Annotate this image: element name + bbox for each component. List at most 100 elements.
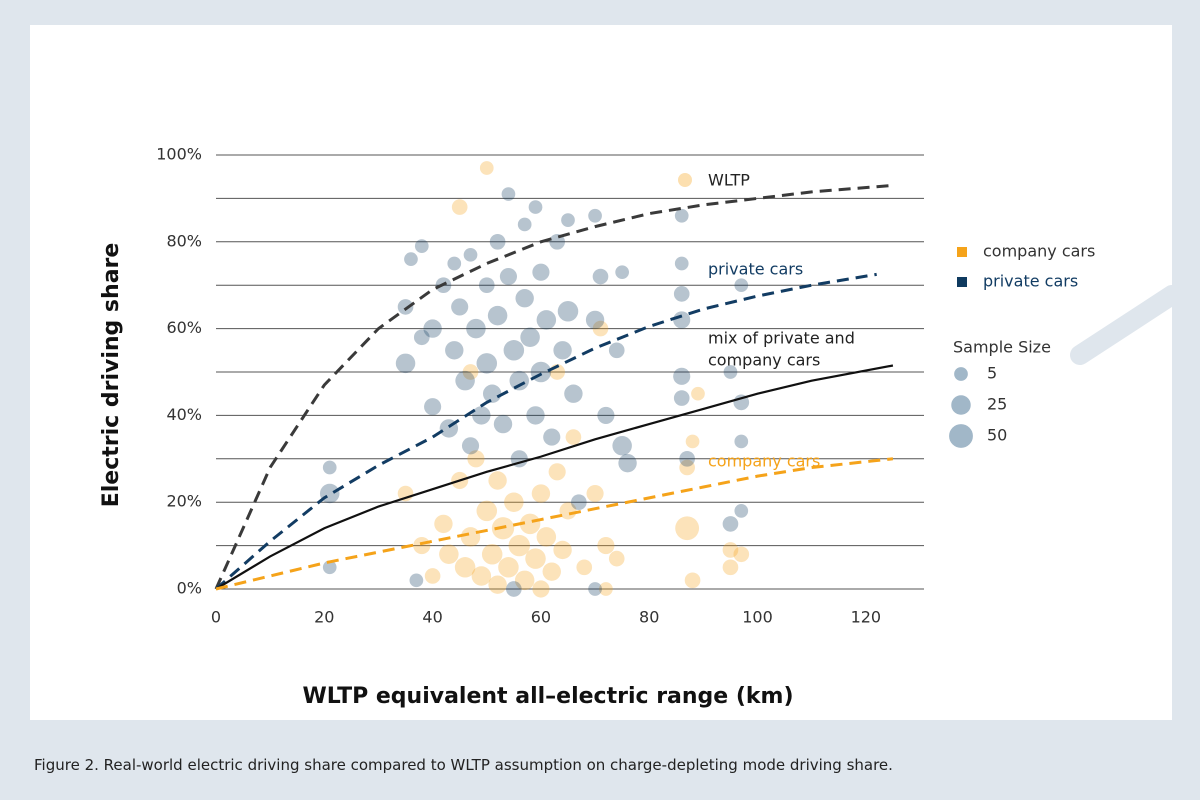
- y-axis-title: Electric driving share: [99, 243, 124, 508]
- point: [532, 263, 550, 281]
- point: [409, 573, 424, 588]
- x-tick-label: 120: [851, 608, 882, 627]
- point: [322, 460, 337, 475]
- point: [734, 434, 749, 449]
- point: [460, 527, 481, 547]
- point: [501, 187, 516, 201]
- curve-label: company cars: [708, 452, 820, 471]
- point: [424, 568, 441, 584]
- point: [504, 492, 524, 512]
- legend-swatch: [957, 247, 967, 257]
- point: [597, 537, 615, 555]
- point: [414, 239, 429, 253]
- point: [451, 199, 468, 215]
- size-legend-label: 5: [987, 364, 997, 383]
- point: [561, 213, 575, 227]
- x-tick-label: 40: [422, 608, 442, 627]
- point: [722, 559, 739, 576]
- point: [564, 384, 583, 403]
- point: [597, 406, 615, 424]
- point: [612, 436, 632, 456]
- point: [466, 318, 486, 339]
- point: [413, 537, 431, 555]
- point: [526, 406, 545, 425]
- size-legend-marker: [951, 395, 971, 415]
- legend-swatch: [957, 277, 967, 287]
- point: [488, 471, 507, 490]
- point: [599, 582, 613, 596]
- point: [557, 300, 579, 322]
- point: [576, 559, 593, 576]
- point: [506, 581, 522, 597]
- point: [733, 546, 750, 563]
- point: [674, 256, 689, 271]
- point: [536, 527, 557, 547]
- point: [476, 500, 498, 522]
- point: [455, 370, 475, 391]
- point: [517, 217, 532, 232]
- y-tick-label: 40%: [166, 405, 202, 424]
- point: [478, 277, 495, 294]
- point: [675, 516, 700, 541]
- caption: Figure 2. Real-world electric driving sh…: [34, 756, 893, 774]
- point: [447, 256, 462, 271]
- chart: 0% 20% 40% 60% 80% 100% 0 20 40 60 80 100 120 WLTP pri…: [99, 144, 1096, 709]
- legend-label: private cars: [983, 272, 1078, 291]
- point: [413, 329, 430, 346]
- point: [467, 450, 485, 468]
- y-tick-label: 100%: [156, 145, 202, 164]
- point: [472, 406, 491, 425]
- point: [461, 437, 480, 455]
- point: [586, 484, 604, 503]
- point: [549, 233, 565, 250]
- point: [481, 544, 503, 565]
- curve-label: company cars: [708, 351, 820, 370]
- point: [543, 428, 561, 446]
- point: [423, 319, 442, 338]
- point: [479, 161, 494, 175]
- point: [434, 514, 453, 534]
- y-tick-label: 20%: [166, 492, 202, 511]
- point: [515, 289, 534, 308]
- point: [565, 429, 582, 445]
- point: [397, 299, 414, 315]
- x-tick-label: 100: [742, 608, 773, 627]
- point: [679, 450, 695, 467]
- point: [548, 463, 566, 481]
- point: [451, 298, 469, 316]
- point: [532, 580, 550, 598]
- curve: [214, 183, 894, 590]
- point: [476, 353, 498, 374]
- point: [493, 414, 513, 434]
- point: [553, 341, 572, 360]
- point: [608, 342, 625, 359]
- point: [439, 544, 459, 565]
- point: [487, 305, 508, 326]
- point: [471, 566, 492, 586]
- point: [559, 502, 577, 520]
- point: [615, 265, 630, 280]
- point: [588, 582, 602, 596]
- x-tick-label: 20: [314, 608, 334, 627]
- size-legend-label: 50: [987, 426, 1007, 445]
- point: [528, 200, 543, 214]
- size-legend-marker: [954, 367, 968, 381]
- point: [542, 562, 561, 581]
- curve-label: mix of private and: [708, 329, 855, 348]
- point: [722, 516, 739, 532]
- point: [462, 364, 479, 380]
- x-axis-title: WLTP equivalent all–electric range (km): [302, 684, 793, 709]
- point: [592, 268, 609, 285]
- point: [531, 484, 551, 503]
- point: [395, 353, 416, 374]
- point: [618, 453, 637, 473]
- y-tick-label: 80%: [166, 231, 202, 250]
- point: [509, 370, 530, 391]
- point: [508, 534, 530, 557]
- point: [684, 572, 701, 589]
- point: [424, 398, 442, 416]
- size-legend-label: 25: [987, 395, 1007, 414]
- point: [498, 557, 519, 578]
- point: [553, 540, 572, 560]
